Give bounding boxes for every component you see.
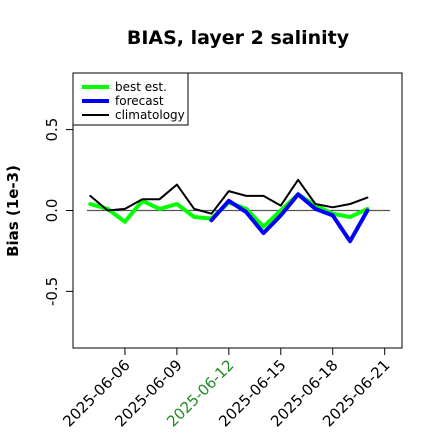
legend-label: forecast (115, 94, 164, 108)
series-layer (87, 178, 390, 244)
y-tick-label: 0.5 (43, 118, 61, 142)
series-line-forecast (209, 192, 370, 244)
y-tick-label: 0.0 (43, 199, 61, 223)
y-axis-label: Bias (1e-3) (4, 165, 22, 257)
y-tick-label: -0.5 (43, 277, 61, 306)
chart-title: BIAS, layer 2 salinity (127, 27, 350, 49)
legend-label: best est. (115, 80, 167, 94)
x-axis: 2025-06-062025-06-092025-06-122025-06-15… (59, 347, 394, 430)
legend-label: climatology (115, 108, 185, 122)
y-axis: -0.5 0.0 0.5 (43, 118, 74, 306)
series-line-climatology (89, 178, 369, 215)
